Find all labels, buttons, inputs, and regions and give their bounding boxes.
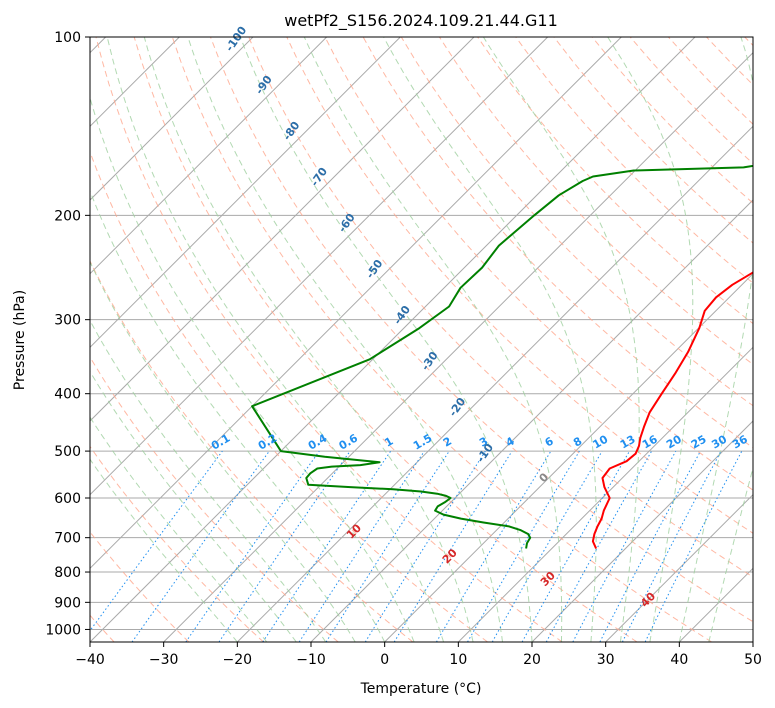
y-axis-label: Pressure (hPa) [12, 290, 28, 390]
dry-adiabat-line [90, 356, 339, 642]
isotherm-line [90, 37, 328, 275]
dry-adiabat-line [515, 37, 753, 284]
y-tick-label: 900 [54, 595, 81, 611]
mixing-ratio-line [644, 450, 743, 642]
x-tick-label: 20 [523, 652, 541, 668]
moist-adiabat-line [482, 37, 640, 642]
background-lines [90, 37, 753, 642]
isotherm-line [531, 420, 753, 642]
dry-adiabat-line [133, 37, 638, 642]
data-series [251, 164, 753, 549]
y-tick-label: 100 [54, 30, 81, 46]
moist-adiabat-line [607, 37, 694, 642]
moist-adiabat-line [187, 37, 503, 642]
dry-adiabat-line [90, 259, 414, 642]
x-tick-label: −20 [223, 652, 253, 668]
isotherm-line [384, 272, 753, 642]
isotherm-line [605, 493, 753, 642]
isotherm-line [90, 37, 696, 642]
x-tick-label: 10 [449, 652, 467, 668]
moist-adiabat-line [678, 37, 753, 642]
isotherm-line [163, 51, 753, 642]
mixing-ratio-line [325, 450, 450, 642]
dry-adiabat-line [248, 37, 753, 578]
moist-adiabat-line [90, 96, 415, 642]
dewpoint-profile-line [251, 164, 753, 549]
moist-adiabat-line [90, 319, 327, 642]
x-axis: −40 −30 −20 −10 0 10 20 30 40 50 [75, 642, 762, 668]
x-tick-label: 50 [744, 652, 762, 668]
moist-adiabat-line [239, 37, 533, 642]
mixing-ratio-line [393, 450, 513, 642]
mixing-ratio-line [90, 450, 223, 632]
mixing-ratio-line [572, 450, 677, 642]
plot-frame [89, 36, 754, 643]
isotherm-line [90, 37, 475, 422]
x-tick-label: 0 [380, 652, 389, 668]
x-tick-label: −10 [296, 652, 326, 668]
dry-adiabat-line [286, 37, 753, 534]
temperature-profile-line [591, 271, 753, 549]
moist-adiabat-line [383, 37, 597, 642]
mixing-ratio-line [298, 450, 425, 642]
moist-adiabat-line [143, 37, 474, 642]
y-tick-label: 600 [54, 491, 81, 507]
x-tick-label: −30 [149, 652, 179, 668]
y-tick-label: 300 [54, 313, 81, 329]
dry-adiabat-line [171, 37, 712, 642]
x-tick-label: 30 [597, 652, 615, 668]
moist-adiabat-line [90, 189, 386, 642]
isotherm-line [236, 125, 753, 642]
mixing-ratio-line [185, 450, 320, 642]
x-axis-label: Temperature (°C) [360, 681, 482, 697]
x-tick-label: 40 [670, 652, 688, 668]
isotherm-line [90, 37, 254, 201]
isotherm-line [90, 37, 622, 570]
mixing-ratio-line [521, 450, 630, 642]
mixing-ratio-line [545, 450, 653, 642]
dry-adiabat-line [210, 37, 753, 623]
moist-adiabat-line [90, 416, 268, 642]
dry-adiabat-line [90, 445, 264, 642]
y-tick-label: 700 [54, 531, 81, 547]
y-tick-label: 400 [54, 387, 81, 403]
moist-adiabat-line [708, 466, 753, 642]
y-tick-label: 800 [54, 565, 81, 581]
dry-adiabat-line [95, 37, 563, 642]
y-axis: 100 200 300 400 500 600 700 800 900 1000 [45, 30, 90, 638]
mixing-ratio-line [218, 450, 351, 642]
y-tick-label: 500 [54, 444, 81, 460]
x-tick-label: −40 [75, 652, 105, 668]
mixing-ratio-line [131, 450, 270, 642]
isotherm-line [90, 37, 401, 349]
moist-adiabat-line [90, 260, 356, 642]
moist-adiabat-line [90, 370, 297, 642]
chart-title: wetPf2_S156.2024.109.21.44.G11 [284, 11, 558, 31]
isotherm-line [90, 37, 549, 496]
y-tick-label: 200 [54, 208, 81, 224]
mixing-ratio-line [262, 450, 392, 642]
y-tick-label: 1000 [45, 622, 81, 638]
moist-adiabat-line [303, 37, 563, 642]
moist-adiabat-line [90, 458, 238, 642]
